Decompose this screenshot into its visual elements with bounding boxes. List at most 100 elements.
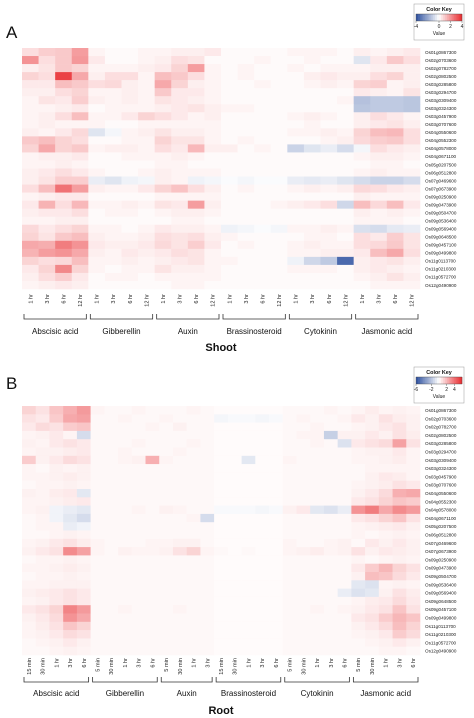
heatmap-cell (88, 184, 106, 193)
heatmap-cell (287, 160, 305, 169)
heatmap-cell (365, 621, 380, 631)
heatmap-cell (337, 48, 354, 57)
heatmap-cell (221, 120, 238, 129)
heatmap-cell (303, 152, 321, 161)
hormone-label: Auxin (178, 327, 198, 336)
heatmap-cell (71, 208, 89, 217)
heatmap-cell (35, 646, 50, 656)
heatmap-cell (154, 272, 172, 282)
heatmap-cell (237, 136, 255, 145)
heatmap-cell (303, 248, 321, 258)
heatmap-cell (365, 588, 380, 598)
heatmap-cell (121, 160, 139, 169)
heatmap-cell (159, 422, 174, 432)
time-label: 3 hr (260, 658, 266, 668)
heatmap-cell (187, 104, 205, 113)
time-label: 30 min (178, 658, 184, 675)
color-key-swatch (427, 14, 430, 21)
heatmap-cell (90, 530, 105, 540)
heatmap-cell (104, 430, 119, 440)
heatmap-cell (71, 88, 89, 97)
heatmap-cell (22, 630, 37, 639)
heatmap-cell (282, 613, 297, 623)
heatmap-cell (403, 248, 421, 258)
heatmap-cell (353, 104, 371, 113)
heatmap-cell (365, 630, 380, 639)
heatmap-cell (154, 184, 172, 193)
heatmap-cell (172, 464, 187, 473)
heatmap-cell (22, 272, 39, 282)
heatmap-cell (365, 480, 380, 490)
heatmap-cell (241, 489, 256, 498)
heatmap-cell (403, 160, 421, 169)
heatmap-cell (269, 580, 284, 589)
gene-label: Os09g0473900 (425, 202, 457, 207)
heatmap-cell (378, 455, 393, 465)
heatmap-cell (287, 232, 305, 242)
heatmap-cell (337, 497, 352, 506)
hormone-label: Brassinosteroid (227, 327, 282, 336)
heatmap-cell (303, 256, 321, 266)
heatmap-cell (49, 646, 64, 656)
heatmap-cell (131, 464, 146, 473)
gene-label: Os03g0309400 (425, 98, 457, 103)
heatmap-cell (237, 104, 255, 113)
heatmap-cell (145, 605, 160, 614)
heatmap-cell (227, 422, 242, 432)
time-label: 3 hr (205, 658, 211, 668)
heatmap-cell (38, 232, 56, 242)
heatmap-cell (49, 538, 64, 548)
heatmap-cell (35, 447, 50, 457)
heatmap-cell (351, 596, 366, 606)
heatmap-cell (55, 224, 73, 234)
heatmap-cell (370, 56, 388, 65)
color-key-swatch (435, 14, 438, 21)
heatmap-cell (337, 580, 352, 589)
color-key-swatch (452, 377, 455, 384)
heatmap-cell (337, 192, 354, 201)
heatmap-cell (287, 240, 305, 250)
heatmap-cell (38, 240, 56, 250)
heatmap-cell (159, 530, 174, 540)
heatmap-cell (255, 472, 270, 481)
time-label: 3 hr (310, 294, 316, 304)
heatmap-cell (351, 480, 366, 490)
heatmap-cell (35, 422, 50, 432)
heatmap-cell (310, 464, 325, 473)
heatmap-cell (386, 128, 404, 137)
heatmap-cell (323, 522, 338, 531)
time-label: 12 hr (343, 294, 349, 307)
heatmap-cell (138, 272, 155, 282)
heatmap-cell (121, 216, 139, 226)
heatmap-cell (35, 638, 50, 647)
heatmap-cell (22, 555, 37, 564)
heatmap-cell (269, 563, 284, 573)
heatmap-cell (200, 497, 215, 506)
heatmap-cell (310, 530, 325, 540)
heatmap-cell (171, 272, 189, 282)
heatmap-cell (104, 216, 122, 226)
heatmap-cell (365, 613, 380, 623)
heatmap-cell (214, 497, 229, 506)
heatmap-cell (172, 406, 187, 415)
time-label: 1 hr (227, 294, 233, 304)
heatmap-cell (323, 447, 338, 457)
heatmap-cell (145, 555, 160, 564)
heatmap-cell (22, 224, 39, 234)
heatmap-cell (35, 480, 50, 490)
heatmap-cell (392, 406, 407, 415)
heatmap-cell (282, 588, 297, 598)
heatmap-cell (121, 72, 139, 81)
heatmap-cell (90, 613, 105, 623)
heatmap-cell (145, 497, 160, 506)
heatmap-cell (287, 264, 305, 274)
heatmap-cell (370, 200, 388, 209)
time-label: 6 hr (128, 294, 134, 304)
color-key-swatch (431, 14, 434, 21)
heatmap-cell (227, 646, 242, 656)
heatmap-cell (337, 248, 354, 258)
heatmap-cell (227, 505, 242, 515)
heatmap-cell (55, 152, 73, 161)
heatmap-cell (270, 56, 288, 65)
heatmap-cell (241, 439, 256, 448)
